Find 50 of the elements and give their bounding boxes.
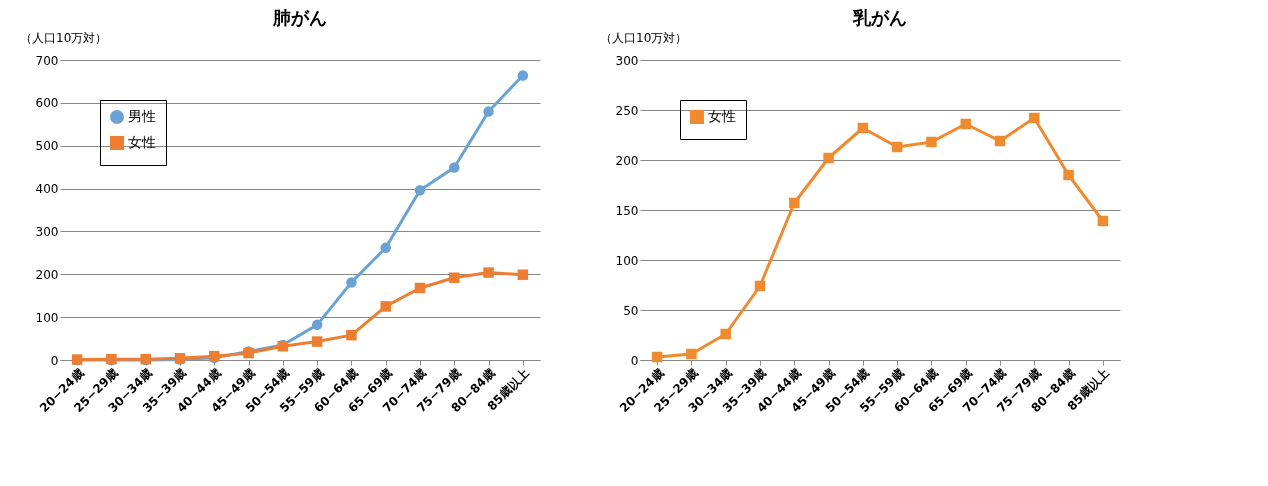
point [414, 282, 426, 294]
point [926, 136, 937, 148]
chart-title: 肺がん [272, 7, 327, 28]
y-tick-label: 300 [35, 224, 59, 239]
point [346, 277, 357, 288]
y-tick-label: 200 [35, 267, 59, 282]
point [686, 348, 697, 360]
legend-label: 男性 [128, 108, 156, 124]
y-tick-label: 50 [623, 303, 639, 318]
y-tick-label: 0 [50, 353, 59, 368]
y-tick-label: 250 [615, 103, 639, 118]
y-tick-label: 400 [35, 182, 59, 197]
point [311, 336, 323, 347]
chart-title: 乳がん [852, 7, 907, 28]
point [720, 328, 731, 340]
point [449, 272, 460, 283]
point [857, 122, 869, 134]
point [483, 267, 494, 278]
y-tick-label: 300 [615, 53, 639, 68]
point [517, 70, 529, 81]
point [449, 162, 460, 173]
y-tick-label: 100 [615, 253, 639, 268]
point [754, 280, 766, 292]
y-tick-label: 100 [35, 310, 59, 325]
point [994, 135, 1006, 147]
y-tick-label: 500 [35, 139, 59, 154]
y-tick-label: 700 [35, 53, 59, 68]
text: （人口10万対） [600, 31, 688, 45]
point [380, 301, 391, 312]
point [414, 185, 426, 196]
point [1029, 112, 1040, 124]
point [483, 106, 494, 117]
text: （人口10万対） [20, 31, 108, 45]
y-tick-label: 200 [615, 153, 639, 168]
point [517, 269, 529, 280]
point [346, 329, 357, 341]
point [823, 152, 834, 164]
point [1097, 215, 1109, 227]
point [891, 141, 903, 153]
y-tick-label: 150 [615, 203, 639, 218]
point [960, 118, 971, 130]
point [651, 351, 663, 363]
legend-label: 女性 [708, 108, 736, 124]
point [311, 319, 323, 331]
point [1063, 169, 1074, 181]
point [380, 242, 391, 253]
point [789, 197, 800, 209]
y-tick-label: 0 [630, 353, 639, 368]
legend-label: 女性 [128, 134, 156, 150]
y-tick-label: 600 [35, 96, 59, 111]
